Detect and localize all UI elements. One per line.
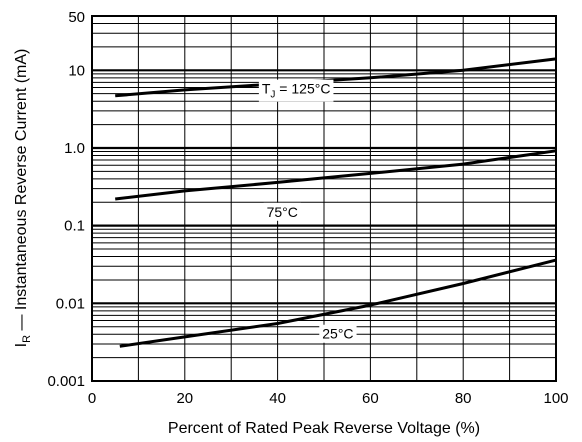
- x-tick-label: 40: [269, 390, 286, 407]
- series-label-background: [258, 79, 334, 102]
- series-line-2: [119, 258, 557, 348]
- y-tick-label: 50: [68, 9, 85, 26]
- series-label-main: 75°C: [267, 204, 298, 220]
- x-tick-labels: 0 20 40 60 80 100: [88, 390, 569, 407]
- x-tick-label: 0: [88, 390, 96, 407]
- series-labels: TJ = 125°C 75°C 25°C: [258, 79, 357, 343]
- y-axis-label: IR — Instantaneous Reverse Current (mA): [13, 49, 33, 348]
- series-label-background: [263, 202, 301, 221]
- y-tick-label: 0.1: [64, 218, 85, 235]
- y-tick-label: 10: [68, 62, 85, 79]
- series-label-rest: = 125°C: [275, 81, 330, 97]
- y-axis-label-subscript: R: [21, 335, 33, 343]
- x-tick-label: 20: [176, 390, 193, 407]
- series-label-1: 75°C: [267, 204, 298, 220]
- y-axis-label-rest: — Instantaneous Reverse Current (mA): [13, 49, 30, 335]
- x-tick-label: 80: [455, 390, 472, 407]
- y-tick-label: 1.0: [64, 140, 85, 157]
- y-axis-label-main: I: [13, 343, 30, 347]
- series-label-2: 25°C: [322, 326, 353, 342]
- series-label-main: 25°C: [322, 326, 353, 342]
- y-tick-label: 0.001: [47, 373, 85, 390]
- x-tick-label: 100: [543, 390, 568, 407]
- x-tick-label: 60: [362, 390, 379, 407]
- y-tick-labels: 0.001 0.01 0.1 1.0 10 50: [47, 9, 85, 390]
- y-tick-label: 0.01: [56, 295, 85, 312]
- series-label-0: TJ = 125°C: [262, 81, 331, 101]
- plot-frame: [91, 15, 557, 382]
- series-line-1: [115, 149, 557, 201]
- series-label-background: [319, 324, 357, 343]
- grid: [92, 16, 556, 381]
- series-label-main: T: [262, 81, 271, 97]
- x-axis-label: Percent of Rated Peak Reverse Voltage (%…: [168, 420, 480, 437]
- series-label-subscript: J: [270, 90, 275, 101]
